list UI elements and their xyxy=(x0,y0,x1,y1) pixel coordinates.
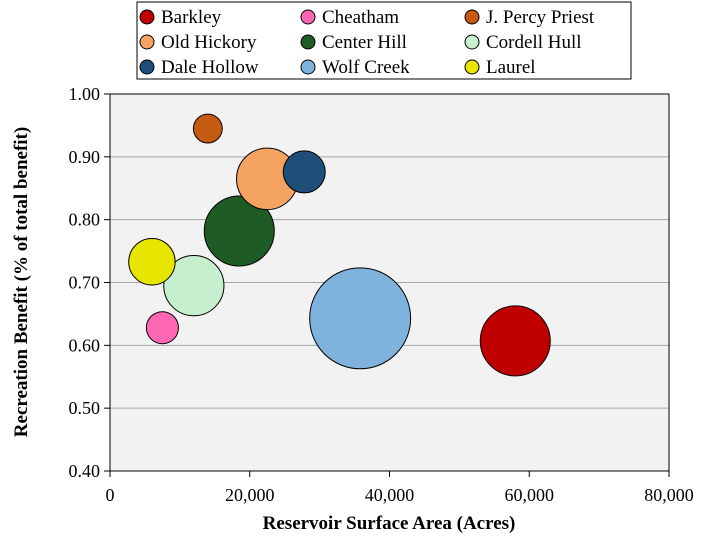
y-tick-label: 1.00 xyxy=(69,84,101,104)
legend-label: Cordell Hull xyxy=(486,32,582,53)
legend-label: Laurel xyxy=(486,57,536,78)
legend: Barkley Cheatham J. Percy Priest Old Hickor… xyxy=(139,7,595,78)
legend-label: Barkley xyxy=(161,7,222,28)
legend-label: Cheatham xyxy=(322,7,399,28)
y-tick-label: 0.70 xyxy=(69,273,101,293)
x-tick-label: 20,000 xyxy=(225,485,275,505)
bubble-dale-hollow xyxy=(282,150,326,194)
legend-box xyxy=(136,1,632,80)
y-tick-label: 0.90 xyxy=(69,147,101,167)
legend-marker xyxy=(300,9,316,25)
bubble-cordell-hull xyxy=(163,255,225,317)
legend-label: Dale Hollow xyxy=(161,57,259,78)
y-tick-label: 0.80 xyxy=(69,210,101,230)
legend-marker xyxy=(139,34,155,50)
x-tick-label: 60,000 xyxy=(505,485,555,505)
bubble-barkley xyxy=(479,305,551,377)
bubble-cheatham xyxy=(145,311,179,345)
x-tick-label: 80,000 xyxy=(644,485,694,505)
legend-label: J. Percy Priest xyxy=(486,7,595,28)
x-tick-label: 0 xyxy=(106,485,115,505)
bubble-wolf-creek xyxy=(309,267,412,370)
legend-label: Old Hickory xyxy=(161,32,257,53)
bubble-laurel xyxy=(128,238,176,286)
legend-marker xyxy=(300,34,316,50)
x-axis-ticks: 0 20,000 40,000 60,000 80,000 xyxy=(106,471,694,505)
bubble-j-percy-priest xyxy=(192,113,223,144)
bubble-center-hill xyxy=(203,195,275,267)
legend-marker xyxy=(300,59,316,75)
y-tick-label: 0.60 xyxy=(69,335,101,355)
y-tick-label: 0.50 xyxy=(69,398,101,418)
legend-marker xyxy=(464,34,480,50)
legend-marker xyxy=(139,9,155,25)
y-axis-title: Recreation Benefit (% of total benefit) xyxy=(11,127,32,437)
legend-marker xyxy=(464,9,480,25)
bubbles xyxy=(128,113,551,377)
y-axis-ticks: 0.40 0.50 0.60 0.70 0.80 0.90 1.00 xyxy=(69,84,110,481)
x-axis-title: Reservoir Surface Area (Acres) xyxy=(263,513,516,534)
legend-label: Wolf Creek xyxy=(322,57,410,78)
legend-marker xyxy=(464,59,480,75)
legend-label: Center Hill xyxy=(322,32,407,53)
y-tick-label: 0.40 xyxy=(69,461,101,481)
x-tick-label: 40,000 xyxy=(365,485,415,505)
legend-marker xyxy=(139,59,155,75)
